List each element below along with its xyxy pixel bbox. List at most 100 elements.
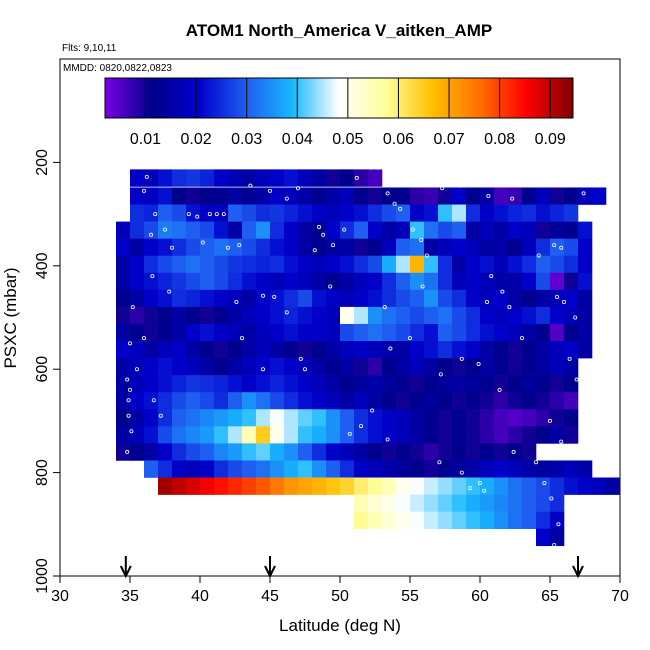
heatmap-cell [200,169,215,187]
heatmap-cell [340,204,355,222]
colorbar-tick-label: 0.03 [231,131,262,148]
heatmap-cell [312,187,327,205]
heatmap-cell [340,358,355,376]
heatmap-cell [354,169,369,187]
sample-point [358,424,363,429]
heatmap-cell [522,341,537,359]
y-tick-label: 600 [34,356,51,383]
sample-point [141,188,146,193]
heatmap-cell [368,392,383,410]
heatmap-cell [494,289,509,308]
heatmap-cell [508,375,523,393]
sample-point [284,196,289,201]
sample-point [260,293,265,298]
heatmap-cell [116,255,131,274]
heatmap-cell [494,426,509,444]
heatmap-cell [116,443,131,461]
heatmap-cell [116,392,131,410]
heatmap-cell [228,477,243,495]
heatmap-cell [116,238,131,257]
heatmap-cell [438,187,453,205]
heatmap-cell [116,375,131,393]
heatmap-cell [228,323,243,342]
heatmap-cell [130,306,145,325]
x-tick-label: 40 [191,588,209,605]
heatmap-cell [326,392,341,410]
heatmap-cell [284,460,299,478]
heatmap-cell [186,289,201,308]
sample-point [141,336,146,341]
heatmap-cell [186,255,201,274]
heatmap-cell [368,375,383,393]
heatmap-cell [130,221,145,239]
heatmap-cell [508,204,523,222]
heatmap-cell [382,375,397,393]
heatmap-cell [466,204,481,222]
heatmap-cell [550,341,565,359]
y-axis: 200 400 600 800 1000 [34,149,60,594]
heatmap-cell [214,375,229,393]
heatmap-cell [550,255,565,274]
sample-point [200,240,205,245]
heatmap-cell [368,238,383,257]
heatmap-cell [368,494,383,512]
heatmap-cell [228,306,243,325]
sample-point [574,377,579,382]
heatmap-cell [424,392,439,410]
heatmap-cell [564,272,579,291]
sample-point [148,232,153,237]
heatmap-cell [536,323,551,342]
sample-point [125,449,130,454]
heatmap-cell [368,289,383,308]
heatmap-cell [158,169,173,187]
heatmap-cell [522,272,537,291]
heatmap-cell [284,238,299,257]
heatmap-cell [242,255,257,274]
heatmap-cell [256,443,271,461]
heatmap-cell [172,358,187,376]
heatmap-cell [424,375,439,393]
heatmap-cell [340,187,355,205]
sample-point [534,460,539,465]
heatmap-cell [298,169,313,187]
heatmap-cell [522,358,537,376]
heatmap-cell [172,306,187,325]
heatmap-cell [396,323,411,342]
sample-point [129,429,134,434]
y-axis-label: PSXC (mbar) [1,267,20,368]
sample-point [126,398,131,403]
heatmap-cell [312,477,327,495]
heatmap-cell [480,443,495,461]
sample-point [548,418,553,423]
sample-point [354,175,359,180]
heatmap-cell [228,426,243,444]
heatmap-cell [438,409,453,427]
heatmap-cell [424,358,439,376]
heatmap-cell [172,204,187,222]
heatmap-cell [438,289,453,308]
heatmap-cell [452,238,467,257]
heatmap-cell [340,255,355,274]
heatmap-cell [438,460,453,478]
heatmap-cell [354,255,369,274]
heatmap-cell [340,323,355,342]
heatmap-cell [256,169,271,187]
heatmap-cell [578,289,593,308]
heatmap-cell [144,306,159,325]
heatmap-cell [424,221,439,239]
heatmap-cell [564,187,579,205]
colorbar-tick-label: 0.01 [130,131,161,148]
heatmap-cell [354,409,369,427]
heatmap-cell [494,187,509,205]
heatmap-cell [424,238,439,257]
sample-point [552,243,557,248]
sample-point [437,460,442,465]
heatmap-cell [158,341,173,359]
heatmap-cell [396,306,411,325]
heatmap-cell [284,255,299,274]
heatmap-cell [284,306,299,325]
heatmap-cell [242,443,257,461]
heatmap-cell [256,238,271,257]
heatmap-cell [312,169,327,187]
heatmap-cell [508,289,523,308]
